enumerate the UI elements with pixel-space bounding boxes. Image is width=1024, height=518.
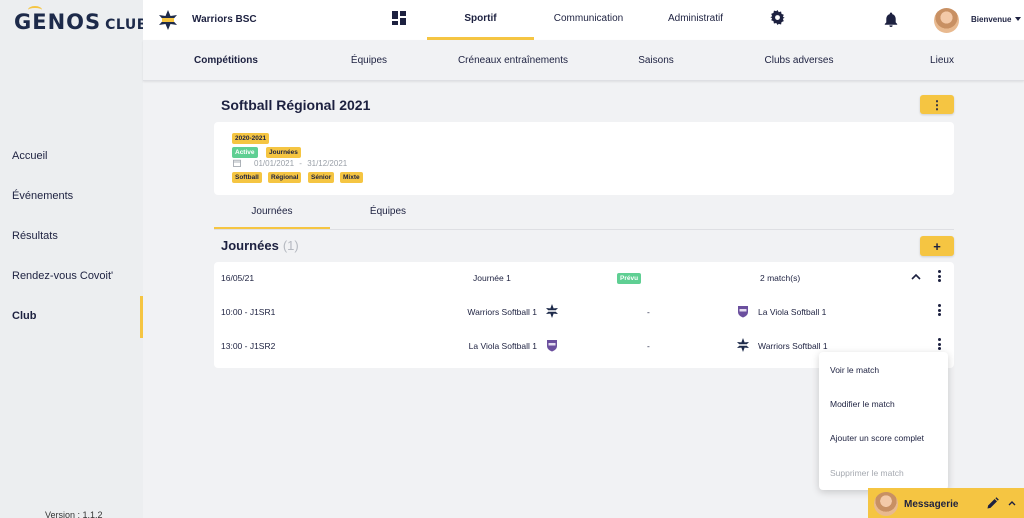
chevron-up-icon[interactable] [911, 273, 921, 280]
journee-name: Journée 1 [473, 273, 511, 283]
date-separator: - [299, 159, 302, 168]
gear-icon[interactable] [770, 10, 785, 25]
welcome-label[interactable]: Bienvenue [971, 15, 1012, 24]
club-logo-icon[interactable] [157, 9, 179, 31]
match-context-menu: Voir le match Modifier le match Ajouter … [819, 352, 948, 490]
journee-card: 16/05/21 Journée 1 Prévu 2 match(s) 10:0… [214, 262, 954, 368]
tag-chip: Sénior [308, 172, 335, 183]
sub-navigation: Compétitions Équipes Créneaux entraîneme… [143, 40, 1024, 81]
chevron-down-icon[interactable] [1015, 17, 1021, 21]
date-start: 01/01/2021 [254, 159, 295, 168]
warriors-logo-icon [737, 338, 749, 352]
section-title-journees: Journées (1) [221, 238, 299, 253]
app-version: Version : 1.1.2 [45, 510, 103, 518]
status-badge: Prévu [617, 273, 642, 284]
match-score: - [647, 307, 650, 317]
status-badge: Active [232, 147, 258, 158]
match-away-team: La Viola Softball 1 [758, 307, 827, 317]
section-title-text: Journées [221, 238, 279, 253]
match-home-team: La Viola Softball 1 [468, 341, 537, 351]
tag-chip: Mixte [340, 172, 363, 183]
sidebar-item-covoit[interactable]: Rendez-vous Covoit' [12, 270, 114, 282]
sidebar-nav: Accueil Événements Résultats Rendez-vous… [0, 140, 143, 340]
bell-icon[interactable] [884, 12, 898, 27]
tab-journees[interactable]: Journées [214, 197, 330, 229]
top-header: Warriors BSC Sportif Communication Admin… [143, 0, 1024, 40]
competition-info-card: 2020-2021 Active Journées 01/01/2021 - 3… [214, 122, 954, 195]
match-time: 13:00 - J1SR2 [221, 341, 276, 351]
add-journee-button[interactable]: + [920, 236, 954, 256]
match-kebab-icon[interactable] [937, 338, 941, 350]
page-title: Softball Régional 2021 [221, 97, 371, 113]
subnav-clubs-adverses[interactable]: Clubs adverses [764, 55, 834, 66]
type-chip: Journées [266, 147, 301, 158]
tab-communication[interactable]: Communication [553, 13, 624, 24]
club-name[interactable]: Warriors BSC [192, 14, 257, 25]
genos-clubs-logo[interactable]: GENOS CLUBS [14, 6, 158, 34]
warriors-logo-icon [546, 304, 558, 318]
journee-date: 16/05/21 [221, 273, 255, 283]
calendar-icon [233, 159, 241, 167]
menu-item-ajouter-score[interactable]: Ajouter un score complet [830, 433, 925, 443]
tabs-divider [214, 229, 954, 230]
messaging-label: Messagerie [904, 499, 959, 510]
season-chip: 2020-2021 [232, 133, 270, 144]
user-avatar[interactable] [934, 8, 959, 33]
tag-chip: Régional [268, 172, 302, 183]
subnav-lieux[interactable]: Lieux [930, 55, 954, 66]
viola-logo-icon [738, 306, 748, 318]
pencil-icon[interactable] [987, 497, 999, 509]
menu-item-modifier-match[interactable]: Modifier le match [830, 399, 895, 409]
match-away-team: Warriors Softball 1 [758, 341, 828, 351]
tag-chip: Softball [232, 172, 262, 183]
chevron-up-icon[interactable] [1008, 500, 1016, 506]
messaging-avatar [874, 492, 898, 516]
journee-kebab-icon[interactable] [937, 270, 941, 282]
sidebar-item-club[interactable]: Club [0, 296, 143, 340]
sidebar-item-resultats[interactable]: Résultats [12, 230, 58, 242]
tab-equipes[interactable]: Équipes [369, 206, 407, 217]
sidebar-item-accueil[interactable]: Accueil [12, 150, 48, 162]
match-kebab-icon[interactable] [937, 304, 941, 316]
logo-swoosh-icon [28, 6, 42, 14]
date-end: 31/12/2021 [307, 159, 348, 168]
tab-administratif[interactable]: Administratif [667, 13, 723, 24]
dashboard-icon[interactable] [392, 11, 406, 25]
tab-sportif[interactable]: Sportif [427, 0, 534, 40]
competition-menu-button[interactable]: ⋮ [920, 95, 954, 114]
messaging-bar[interactable]: Messagerie [868, 488, 1024, 518]
subnav-equipes[interactable]: Équipes [350, 55, 388, 66]
sidebar-item-evenements[interactable]: Événements [12, 190, 74, 202]
logo-text-genos: GENOS [14, 10, 102, 34]
subnav-saisons[interactable]: Saisons [638, 55, 674, 66]
viola-logo-icon [547, 340, 557, 352]
menu-item-voir-match[interactable]: Voir le match [830, 365, 880, 375]
subnav-competitions[interactable]: Compétitions [194, 55, 258, 66]
match-score: - [647, 341, 650, 351]
menu-item-supprimer-match: Supprimer le match [830, 468, 904, 478]
match-home-team: Warriors Softball 1 [467, 307, 537, 317]
sidebar: GENOS CLUBS Accueil Événements Résultats … [0, 0, 158, 518]
match-time: 10:00 - J1SR1 [221, 307, 276, 317]
journees-count: (1) [282, 238, 299, 253]
competition-dates: 01/01/2021 - 31/12/2021 [254, 159, 347, 168]
journee-matches-count: 2 match(s) [760, 273, 801, 283]
subnav-creneaux[interactable]: Créneaux entraînements [457, 55, 569, 66]
